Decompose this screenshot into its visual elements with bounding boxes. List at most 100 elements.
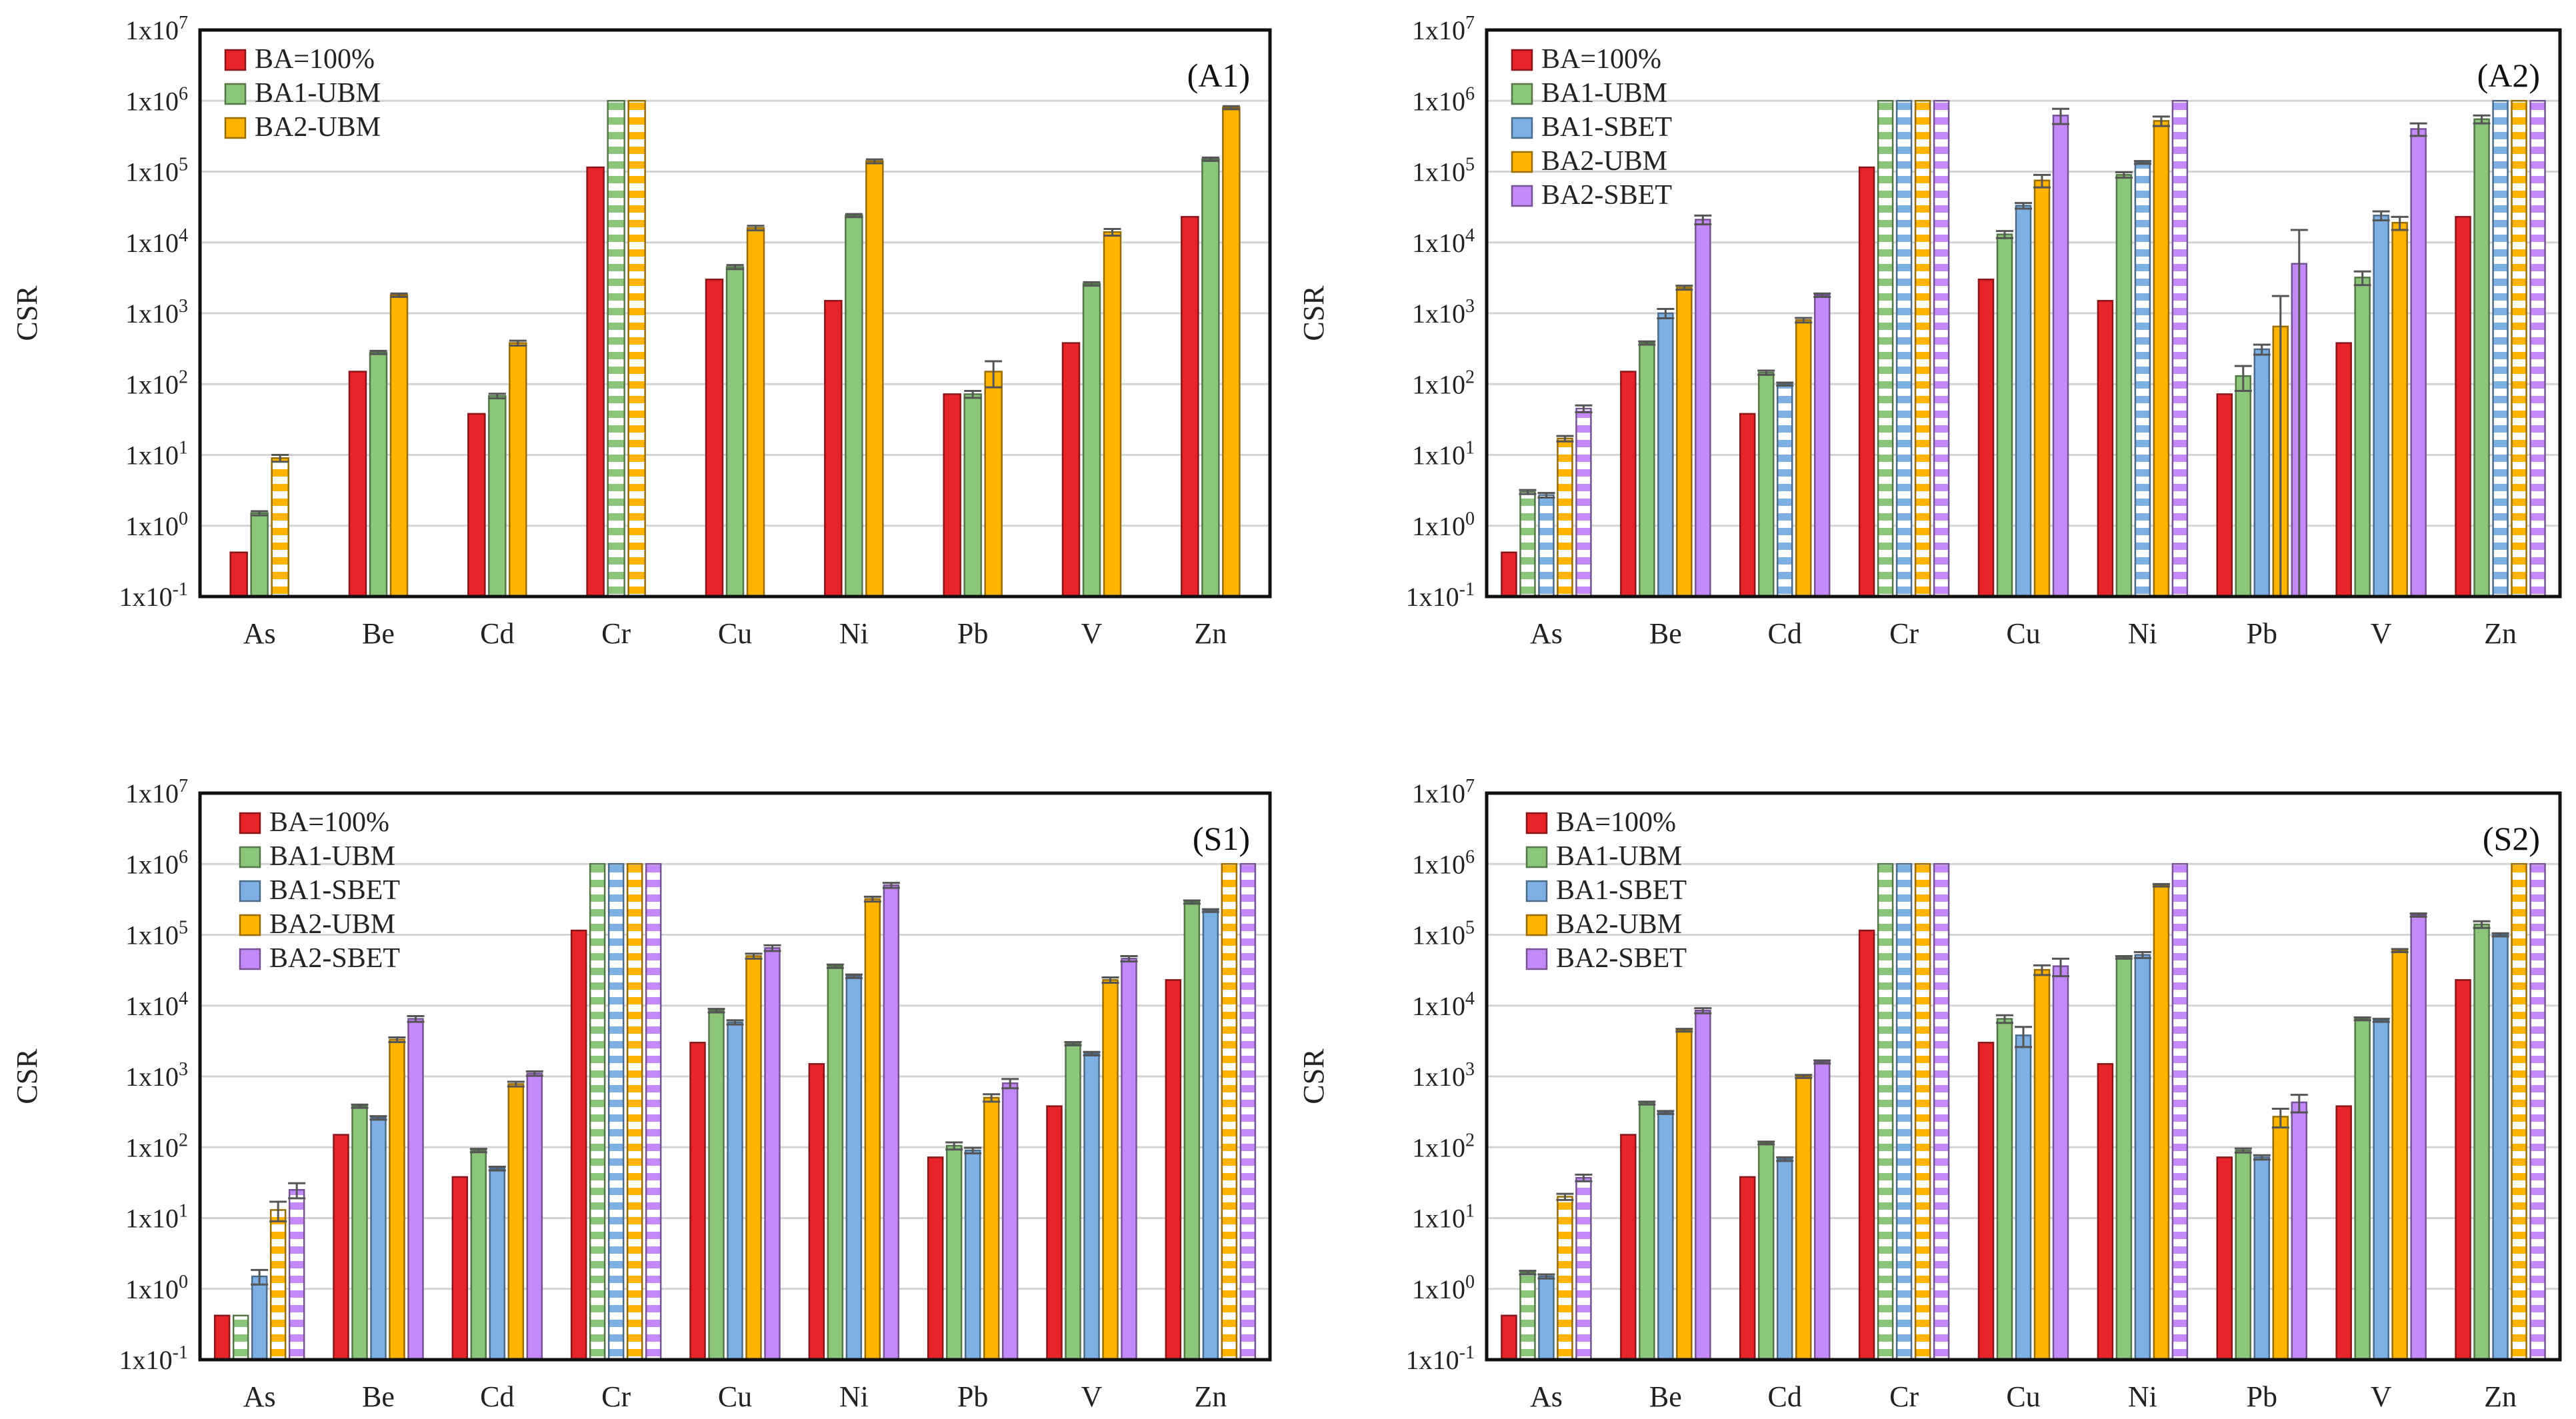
bar: [1757, 371, 1775, 598]
bar: [708, 1009, 725, 1361]
bar: [2410, 914, 2427, 1361]
bar: [983, 1096, 1000, 1361]
y-tick-label: 1x104: [1412, 988, 1475, 1021]
bar: [1183, 901, 1201, 1361]
bar: [1795, 1075, 1812, 1361]
legend-label: BA1-UBM: [1556, 841, 1682, 872]
x-tick-label: Ni: [839, 617, 869, 650]
legend-label: BA=100%: [1556, 807, 1676, 838]
bar: [1776, 1158, 1793, 1361]
legend-label: BA1-SBET: [269, 875, 400, 906]
bar: [2354, 1018, 2371, 1361]
legend-label: BA1-UBM: [255, 78, 381, 109]
bar: [369, 351, 388, 598]
y-tick-label: 1x100: [1412, 509, 1475, 541]
plot-frame: [198, 791, 1272, 1362]
bar: [2015, 205, 2032, 598]
legend-swatch: [224, 117, 247, 139]
bar: [586, 166, 605, 598]
bar: [2052, 115, 2069, 598]
x-tick-label: Be: [362, 1380, 395, 1413]
bar: [2511, 100, 2527, 598]
bar: [1239, 863, 1257, 1361]
bar: [1739, 413, 1756, 598]
bar: [1813, 1061, 1831, 1361]
bar: [964, 1149, 981, 1361]
legend-swatch: [1525, 812, 1548, 834]
bar: [2134, 954, 2151, 1361]
bar: [607, 100, 625, 598]
legend-label: BA=100%: [269, 807, 389, 838]
bar: [250, 512, 269, 598]
bar: [1001, 1082, 1019, 1361]
y-tick-label: 1x102: [125, 367, 188, 399]
bar: [1222, 107, 1241, 598]
x-tick-label: Be: [1649, 1380, 1682, 1413]
y-tick-label: 1x10-1: [1406, 1342, 1475, 1375]
x-tick-label: Cr: [601, 1380, 631, 1413]
legend-label: BA2-UBM: [255, 112, 381, 143]
bar: [389, 1038, 405, 1361]
legend-swatch: [239, 846, 261, 868]
bar: [2253, 1156, 2271, 1361]
y-tick-label: 1x103: [1412, 1059, 1475, 1092]
y-tick-label: 1x106: [125, 83, 188, 116]
bar: [2134, 161, 2151, 598]
x-tick-label: Cr: [601, 617, 631, 650]
y-tick-label: 1x10-1: [119, 579, 188, 612]
bar: [2529, 100, 2546, 598]
bar: [2473, 923, 2490, 1361]
bar: [2171, 100, 2189, 598]
x-tick-label: Cu: [2006, 1380, 2040, 1413]
x-tick-label: V: [2371, 617, 2392, 650]
bar: [570, 929, 587, 1361]
bar: [271, 457, 289, 598]
bar: [2291, 1101, 2308, 1361]
plot-frame: [198, 28, 1272, 599]
legend-swatch: [224, 49, 247, 71]
bar: [2052, 965, 2069, 1361]
x-tick-label: Zn: [2484, 617, 2517, 650]
y-tick-label: 1x104: [1412, 225, 1475, 258]
bar: [1519, 1272, 1536, 1361]
y-tick-label: 1x100: [1412, 1272, 1475, 1304]
bar: [2511, 863, 2527, 1361]
legend-swatch: [1525, 914, 1548, 936]
bar: [1575, 1176, 1592, 1361]
bar: [1813, 294, 1831, 598]
bar: [1103, 231, 1122, 598]
y-tick-label: 1x105: [1412, 155, 1475, 187]
bar: [1858, 929, 1875, 1361]
legend-label: BA2-SBET: [269, 943, 400, 974]
y-tick-label: 1x104: [125, 225, 188, 258]
bar: [1657, 312, 1674, 598]
x-tick-label: Cd: [480, 617, 514, 650]
bar: [1914, 863, 1931, 1361]
bar: [389, 294, 409, 598]
bar: [1501, 1314, 1517, 1361]
bar: [808, 1063, 825, 1361]
legend-swatch: [224, 83, 247, 105]
bar: [348, 371, 367, 598]
bar: [1858, 166, 1875, 598]
bar: [1895, 100, 1913, 598]
bar: [1795, 319, 1812, 598]
legend-label: BA2-UBM: [1556, 909, 1682, 940]
bar: [2492, 100, 2509, 598]
chart-panel: 1x10-1 1x100 1x101 1x102 1x103 1x104 1x105 1x10…: [11, 13, 1272, 650]
bar: [351, 1105, 368, 1361]
legend-label: BA2-UBM: [269, 909, 395, 940]
bar: [1165, 979, 1182, 1361]
bar: [1181, 216, 1199, 598]
legend-swatch: [239, 880, 261, 902]
x-tick-label: Ni: [839, 1380, 869, 1413]
bar: [864, 898, 881, 1361]
bar: [1933, 100, 1950, 598]
y-tick-label: 1x101: [1412, 438, 1475, 471]
bar: [1061, 342, 1081, 598]
bar: [507, 1083, 525, 1361]
bar: [626, 863, 643, 1361]
bar: [470, 1149, 487, 1361]
bar: [1676, 287, 1693, 598]
y-tick-label: 1x101: [125, 1201, 188, 1234]
